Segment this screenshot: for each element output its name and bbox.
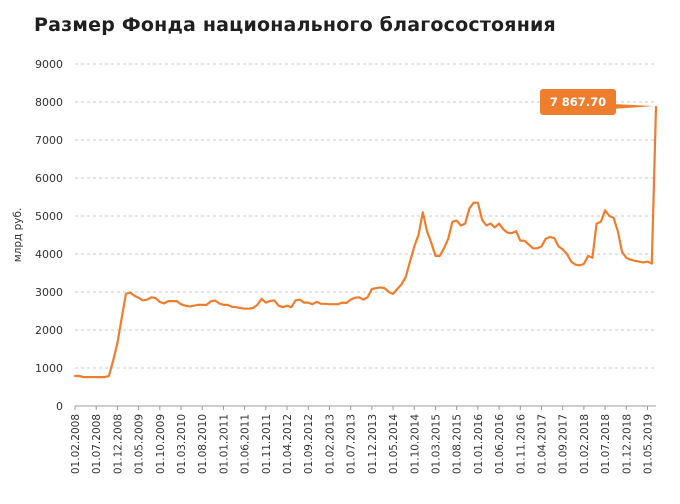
x-tick-label: 01.06.2016 <box>494 414 506 474</box>
x-tick-label: 01.07.2013 <box>346 414 358 474</box>
x-tick-label: 01.02.2008 <box>70 414 82 474</box>
x-tick-label: 01.12.2013 <box>367 414 379 474</box>
y-tick-label: 3000 <box>35 286 63 299</box>
x-tick-label: 01.01.2011 <box>218 414 230 474</box>
x-tick-label: 01.01.2016 <box>473 414 485 474</box>
x-tick-label: 01.05.2019 <box>643 414 655 474</box>
x-tick-label: 01.02.2018 <box>579 414 591 474</box>
x-tick-label: 01.04.2017 <box>536 414 548 474</box>
y-tick-label: 1000 <box>35 362 63 375</box>
x-tick-label: 01.09.2012 <box>303 414 315 474</box>
y-axis-label: млрд руб. <box>12 208 24 263</box>
x-tick-label: 01.07.2018 <box>600 414 612 474</box>
x-tick-label: 01.02.2013 <box>324 414 336 474</box>
y-tick-label: 5000 <box>35 210 63 223</box>
x-tick-label: 01.11.2011 <box>261 414 273 474</box>
x-tick-label: 01.12.2008 <box>112 414 124 474</box>
x-tick-label: 01.09.2017 <box>558 414 570 474</box>
callout-box <box>540 89 616 116</box>
x-tick-label: 01.07.2008 <box>91 414 103 474</box>
x-tick-label: 01.10.2014 <box>409 414 421 474</box>
x-tick-label: 01.05.2009 <box>134 414 146 474</box>
x-tick-label: 01.10.2009 <box>155 414 167 474</box>
x-tick-label: 01.06.2011 <box>240 414 252 474</box>
callout-label: 7 867.70 <box>550 95 606 109</box>
x-tick-label: 01.08.2010 <box>197 414 209 474</box>
y-tick-label: 0 <box>56 400 63 413</box>
chart-title: Размер Фонда национального благосостояни… <box>34 14 556 36</box>
x-tick-label: 01.03.2010 <box>176 414 188 474</box>
x-tick-label: 01.05.2014 <box>388 414 400 474</box>
y-tick-label: 6000 <box>35 172 63 185</box>
y-tick-label: 2000 <box>35 324 63 337</box>
y-tick-label: 7000 <box>35 134 63 147</box>
x-tick-label: 01.03.2015 <box>430 414 442 474</box>
x-tick-label: 01.04.2012 <box>282 414 294 474</box>
x-tick-label: 01.12.2018 <box>621 414 633 474</box>
x-tick-label: 01.11.2016 <box>515 414 527 474</box>
callout-pointer <box>612 104 654 110</box>
y-tick-label: 9000 <box>35 58 63 71</box>
y-tick-label: 8000 <box>35 96 63 109</box>
y-tick-label: 4000 <box>35 248 63 261</box>
series-line <box>73 105 658 379</box>
x-tick-label: 01.08.2015 <box>452 414 464 474</box>
